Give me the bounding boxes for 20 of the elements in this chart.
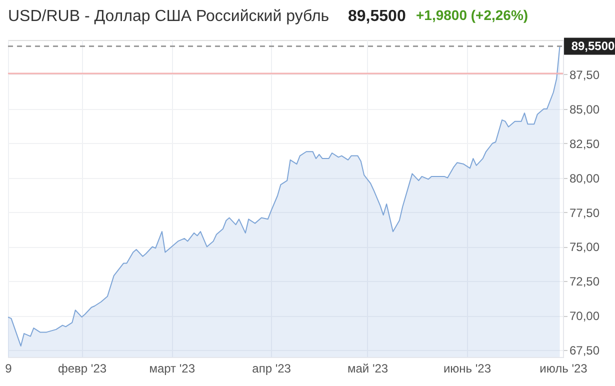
y-tick-label: 77,50: [570, 206, 600, 220]
y-tick-label: 72,50: [570, 274, 600, 289]
x-tick-label: апр '23: [252, 362, 292, 376]
x-tick-label: июль '23: [540, 362, 588, 376]
y-tick-label: 87,50: [570, 68, 600, 82]
y-tick-label: 70,00: [570, 309, 600, 324]
text: 89,5500: [348, 8, 406, 25]
y-tick-label: 67,50: [570, 344, 600, 358]
x-tick-label: 9: [5, 362, 12, 376]
x-tick-label: июнь '23: [443, 362, 492, 376]
chart-title: USD/RUB - Доллар США Российский рубль: [8, 8, 330, 25]
y-tick-label: 85,00: [570, 102, 600, 116]
y-tick-label: 75,00: [570, 240, 600, 254]
x-tick-label: март '23: [149, 362, 196, 376]
x-tick-label: май '23: [348, 362, 388, 376]
text: +1,9800 (+2,26%): [416, 7, 528, 23]
y-tick-label: 80,00: [570, 171, 600, 186]
y-tick-label: 82,50: [570, 136, 600, 151]
x-tick-label: февр '23: [58, 362, 107, 376]
ref-line-label: 89,5500: [571, 39, 615, 54]
